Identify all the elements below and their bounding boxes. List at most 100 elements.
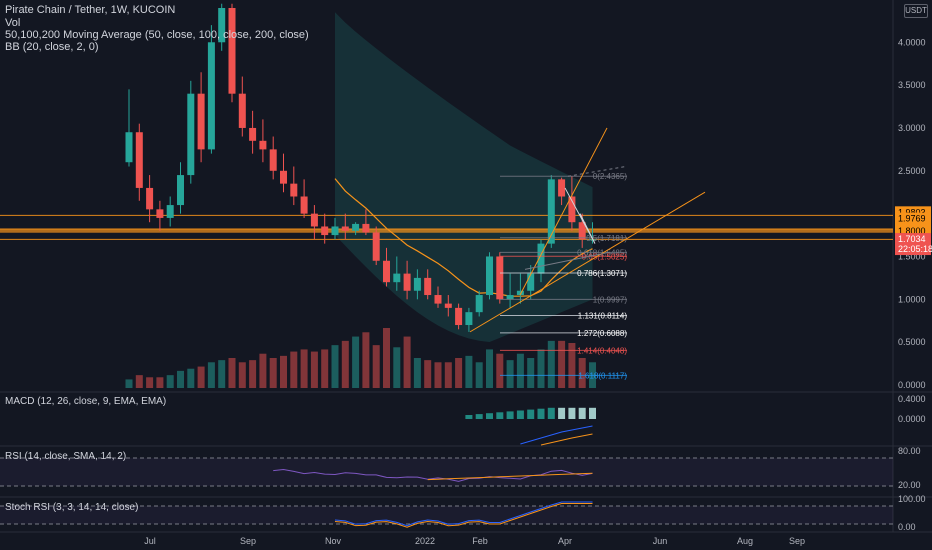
volume-bar <box>506 360 514 388</box>
volume-bar <box>207 362 215 388</box>
candle-body <box>125 132 133 163</box>
currency-badge[interactable]: USDT <box>904 4 928 18</box>
candle-body <box>331 226 339 236</box>
volume-bar <box>166 375 174 388</box>
macd-histogram-bar <box>496 412 504 419</box>
volume-bar <box>125 379 133 388</box>
candle-body <box>238 93 246 128</box>
current-price-label: 1.7034 <box>898 234 926 244</box>
volume-bar <box>352 336 360 388</box>
volume-bar <box>424 360 432 388</box>
fib-level-label: 1.618(0.1117) <box>578 371 627 380</box>
candle-body <box>527 273 535 291</box>
candle-body <box>249 127 257 141</box>
candle-body <box>352 223 360 231</box>
candle-body <box>228 8 236 94</box>
fib-level-label: 1.131(0.8114) <box>578 311 628 320</box>
time-axis-label: Jul <box>144 536 156 546</box>
price-highlight-tag <box>895 206 931 218</box>
macd-line <box>520 425 593 445</box>
vol-legend: Vol <box>5 17 20 29</box>
candle-body <box>383 260 390 283</box>
macd-tick-label: 0.4000 <box>898 394 926 404</box>
volume-bar <box>300 349 308 388</box>
time-axis-label: Aug <box>737 536 753 546</box>
volume-bar <box>403 336 411 388</box>
candle-body <box>372 232 380 261</box>
volume-bar <box>393 347 401 388</box>
macd-histogram-bar <box>486 413 493 419</box>
moving-average-line <box>334 178 593 297</box>
macd-histogram-bar <box>506 411 514 419</box>
ma-legend: 50,100,200 Moving Average (50, close, 10… <box>5 29 309 41</box>
price-highlight-label: 1.9769 <box>898 214 926 224</box>
candle-body <box>444 303 452 308</box>
candle-body <box>187 93 195 176</box>
candle-body <box>486 256 493 296</box>
candle-body <box>156 209 164 218</box>
candle-body <box>280 170 287 184</box>
time-axis-label: Feb <box>472 536 488 546</box>
fib-trend-dashed <box>567 165 628 177</box>
volume-bar <box>383 328 390 388</box>
volume-bar <box>372 345 380 388</box>
candle-body <box>475 295 483 313</box>
macd-histogram-bar <box>516 410 524 419</box>
candle-body <box>547 179 555 244</box>
price-tick-label: 1.5000 <box>898 251 926 261</box>
symbol-title: Pirate Chain / Tether, 1W, KUCOIN <box>5 4 176 16</box>
candle-body <box>424 277 432 296</box>
volume-bar <box>187 368 195 388</box>
price-highlight-tag <box>895 212 931 224</box>
time-axis-label: Sep <box>789 536 805 546</box>
volume-bar <box>527 358 535 388</box>
candle-body <box>310 213 318 227</box>
trend-line <box>469 191 706 333</box>
fib-level-label: 0.786(1.3071) <box>577 269 627 278</box>
macd-signal-line <box>540 433 593 446</box>
volume-bar <box>321 349 329 388</box>
price-highlight-tag <box>895 224 931 236</box>
macd-histogram-bar <box>465 415 473 419</box>
volume-bar <box>331 345 339 388</box>
candle-body <box>341 226 349 231</box>
price-tick-label: 0.5000 <box>898 337 926 347</box>
volume-bar <box>547 340 555 388</box>
price-tick-label: 4.0000 <box>898 37 926 47</box>
volume-bar <box>558 340 566 388</box>
volume-bar <box>249 360 257 388</box>
macd-histogram-bar <box>547 407 555 419</box>
volume-bar <box>197 366 205 388</box>
vol-label: Vol <box>5 17 21 29</box>
rsi-legend: RSI (14, close, SMA, 14, 2) <box>5 451 127 462</box>
volume-bar <box>269 358 277 388</box>
candle-body <box>506 295 514 300</box>
candle-body <box>434 295 442 304</box>
candle-body <box>135 132 143 188</box>
macd-histogram-bar <box>589 407 596 419</box>
candle-body <box>146 187 154 210</box>
price-tick-label: 0.0000 <box>898 380 926 390</box>
candle-body <box>197 93 205 150</box>
candle-body <box>465 312 473 326</box>
candle-body <box>537 243 545 274</box>
candle-body <box>568 196 576 223</box>
volume-bar <box>310 351 318 388</box>
volume-bar <box>465 355 473 388</box>
time-axis-label: Sep <box>240 536 256 546</box>
candle-body <box>177 175 184 206</box>
stoch-band <box>0 506 893 524</box>
candle-body <box>321 226 329 236</box>
bb-legend: BB (20, close, 2, 0) <box>5 41 99 53</box>
volume-bar <box>568 343 576 388</box>
macd-histogram-bar <box>475 414 483 419</box>
volume-bar <box>177 370 184 388</box>
countdown-label: 22:05:18 <box>898 244 932 254</box>
fib-level-label: 1(0.9997) <box>593 295 628 304</box>
rsi-tick-label: 80.00 <box>898 446 921 456</box>
volume-bar <box>156 377 164 388</box>
volume-bar <box>228 358 236 388</box>
symbol-legend: Pirate Chain / Tether, 1W, KUCOIN <box>5 4 175 16</box>
volume-bar <box>444 362 452 388</box>
